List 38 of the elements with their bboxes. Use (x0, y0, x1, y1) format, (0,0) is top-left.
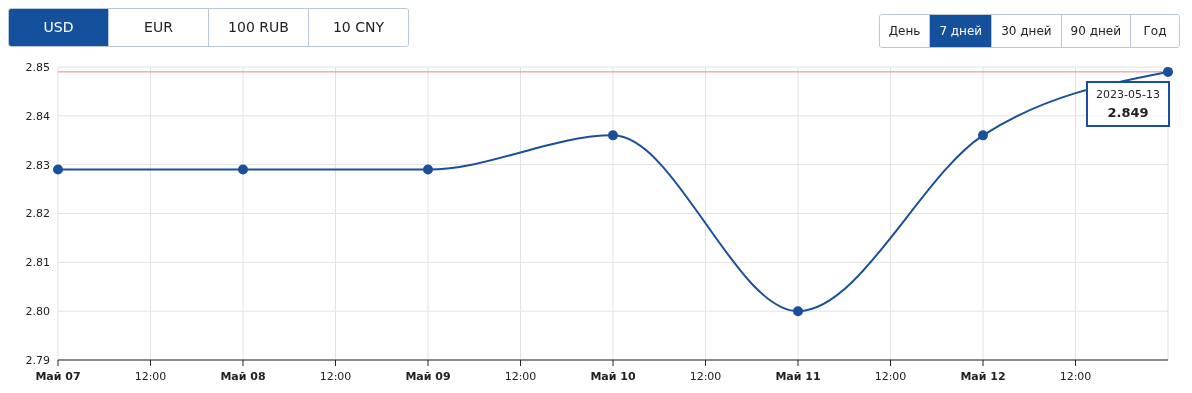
y-tick-label: 2.81 (25, 256, 50, 270)
x-tick-label: Май 10 (590, 370, 636, 383)
x-tick-label: 12:00 (874, 370, 907, 383)
x-tick-label: Май 12 (960, 370, 1006, 383)
x-tick-label: 12:00 (319, 370, 352, 383)
x-tick-label: Май 07 (35, 370, 81, 383)
point (1163, 66, 1173, 77)
y-tick-label: 2.84 (25, 109, 50, 123)
point (978, 130, 988, 141)
text: 10 CNY (308, 9, 408, 46)
point (793, 306, 803, 317)
point (608, 130, 618, 141)
annotation: 2023-05-13 (1095, 87, 1161, 103)
text: День (879, 15, 930, 47)
text: 7 дней (929, 15, 992, 47)
y-tick-label: 2.85 (25, 60, 50, 74)
x-tick-label: Май 11 (775, 370, 821, 383)
x-tick-label: 12:00 (1059, 370, 1092, 383)
point (423, 164, 433, 175)
tooltip-box: 2023-05-13 2.849 (1086, 81, 1170, 127)
y-tick-label: 2.82 (25, 207, 50, 221)
annotation: 2.849 (1106, 104, 1150, 122)
text: 30 дней (991, 15, 1061, 47)
y-tick-label: 2.83 (25, 158, 50, 172)
text: USD (9, 9, 108, 46)
x-tick-label: Май 08 (220, 370, 266, 383)
x-tick-label: 12:00 (689, 370, 722, 383)
x-tick-label: 12:00 (134, 370, 167, 383)
text: EUR (108, 9, 208, 46)
y-tick-label: 2.79 (25, 353, 50, 367)
text: Год (1130, 15, 1179, 47)
point (238, 164, 248, 175)
y-tick-label: 2.80 (25, 305, 50, 319)
point (53, 164, 63, 175)
x-tick-label: Май 09 (405, 370, 451, 383)
text: 100 RUB (208, 9, 308, 46)
text: 90 дней (1060, 15, 1130, 47)
x-tick-label: 12:00 (504, 370, 537, 383)
